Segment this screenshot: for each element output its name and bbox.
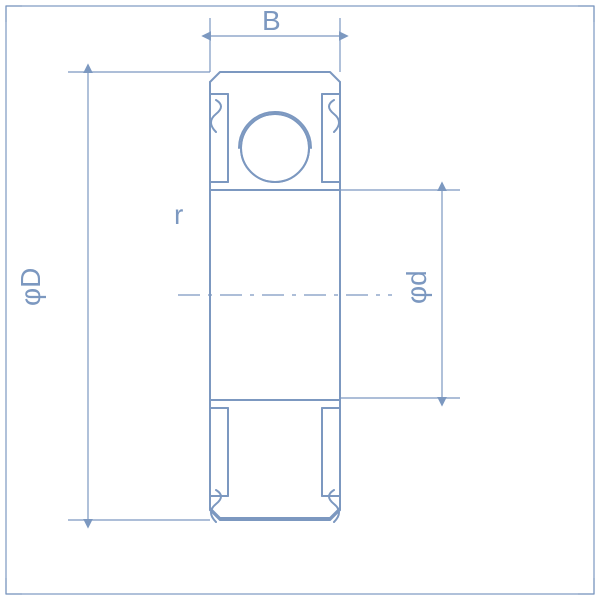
dim-phid-label: φd — [401, 270, 432, 304]
outer-ring — [210, 72, 340, 184]
drawing-frame — [6, 6, 594, 594]
bearing-diagram: BφD φd r — [0, 0, 600, 600]
outer-ring — [210, 406, 340, 518]
dim-B-label: B — [262, 5, 281, 36]
shield-clip — [329, 100, 339, 132]
dim-phiD-label: φD — [15, 268, 46, 306]
ball — [241, 114, 309, 182]
raceway — [239, 112, 311, 148]
dim-r-label: r — [174, 199, 183, 230]
shield-clip — [211, 100, 221, 132]
